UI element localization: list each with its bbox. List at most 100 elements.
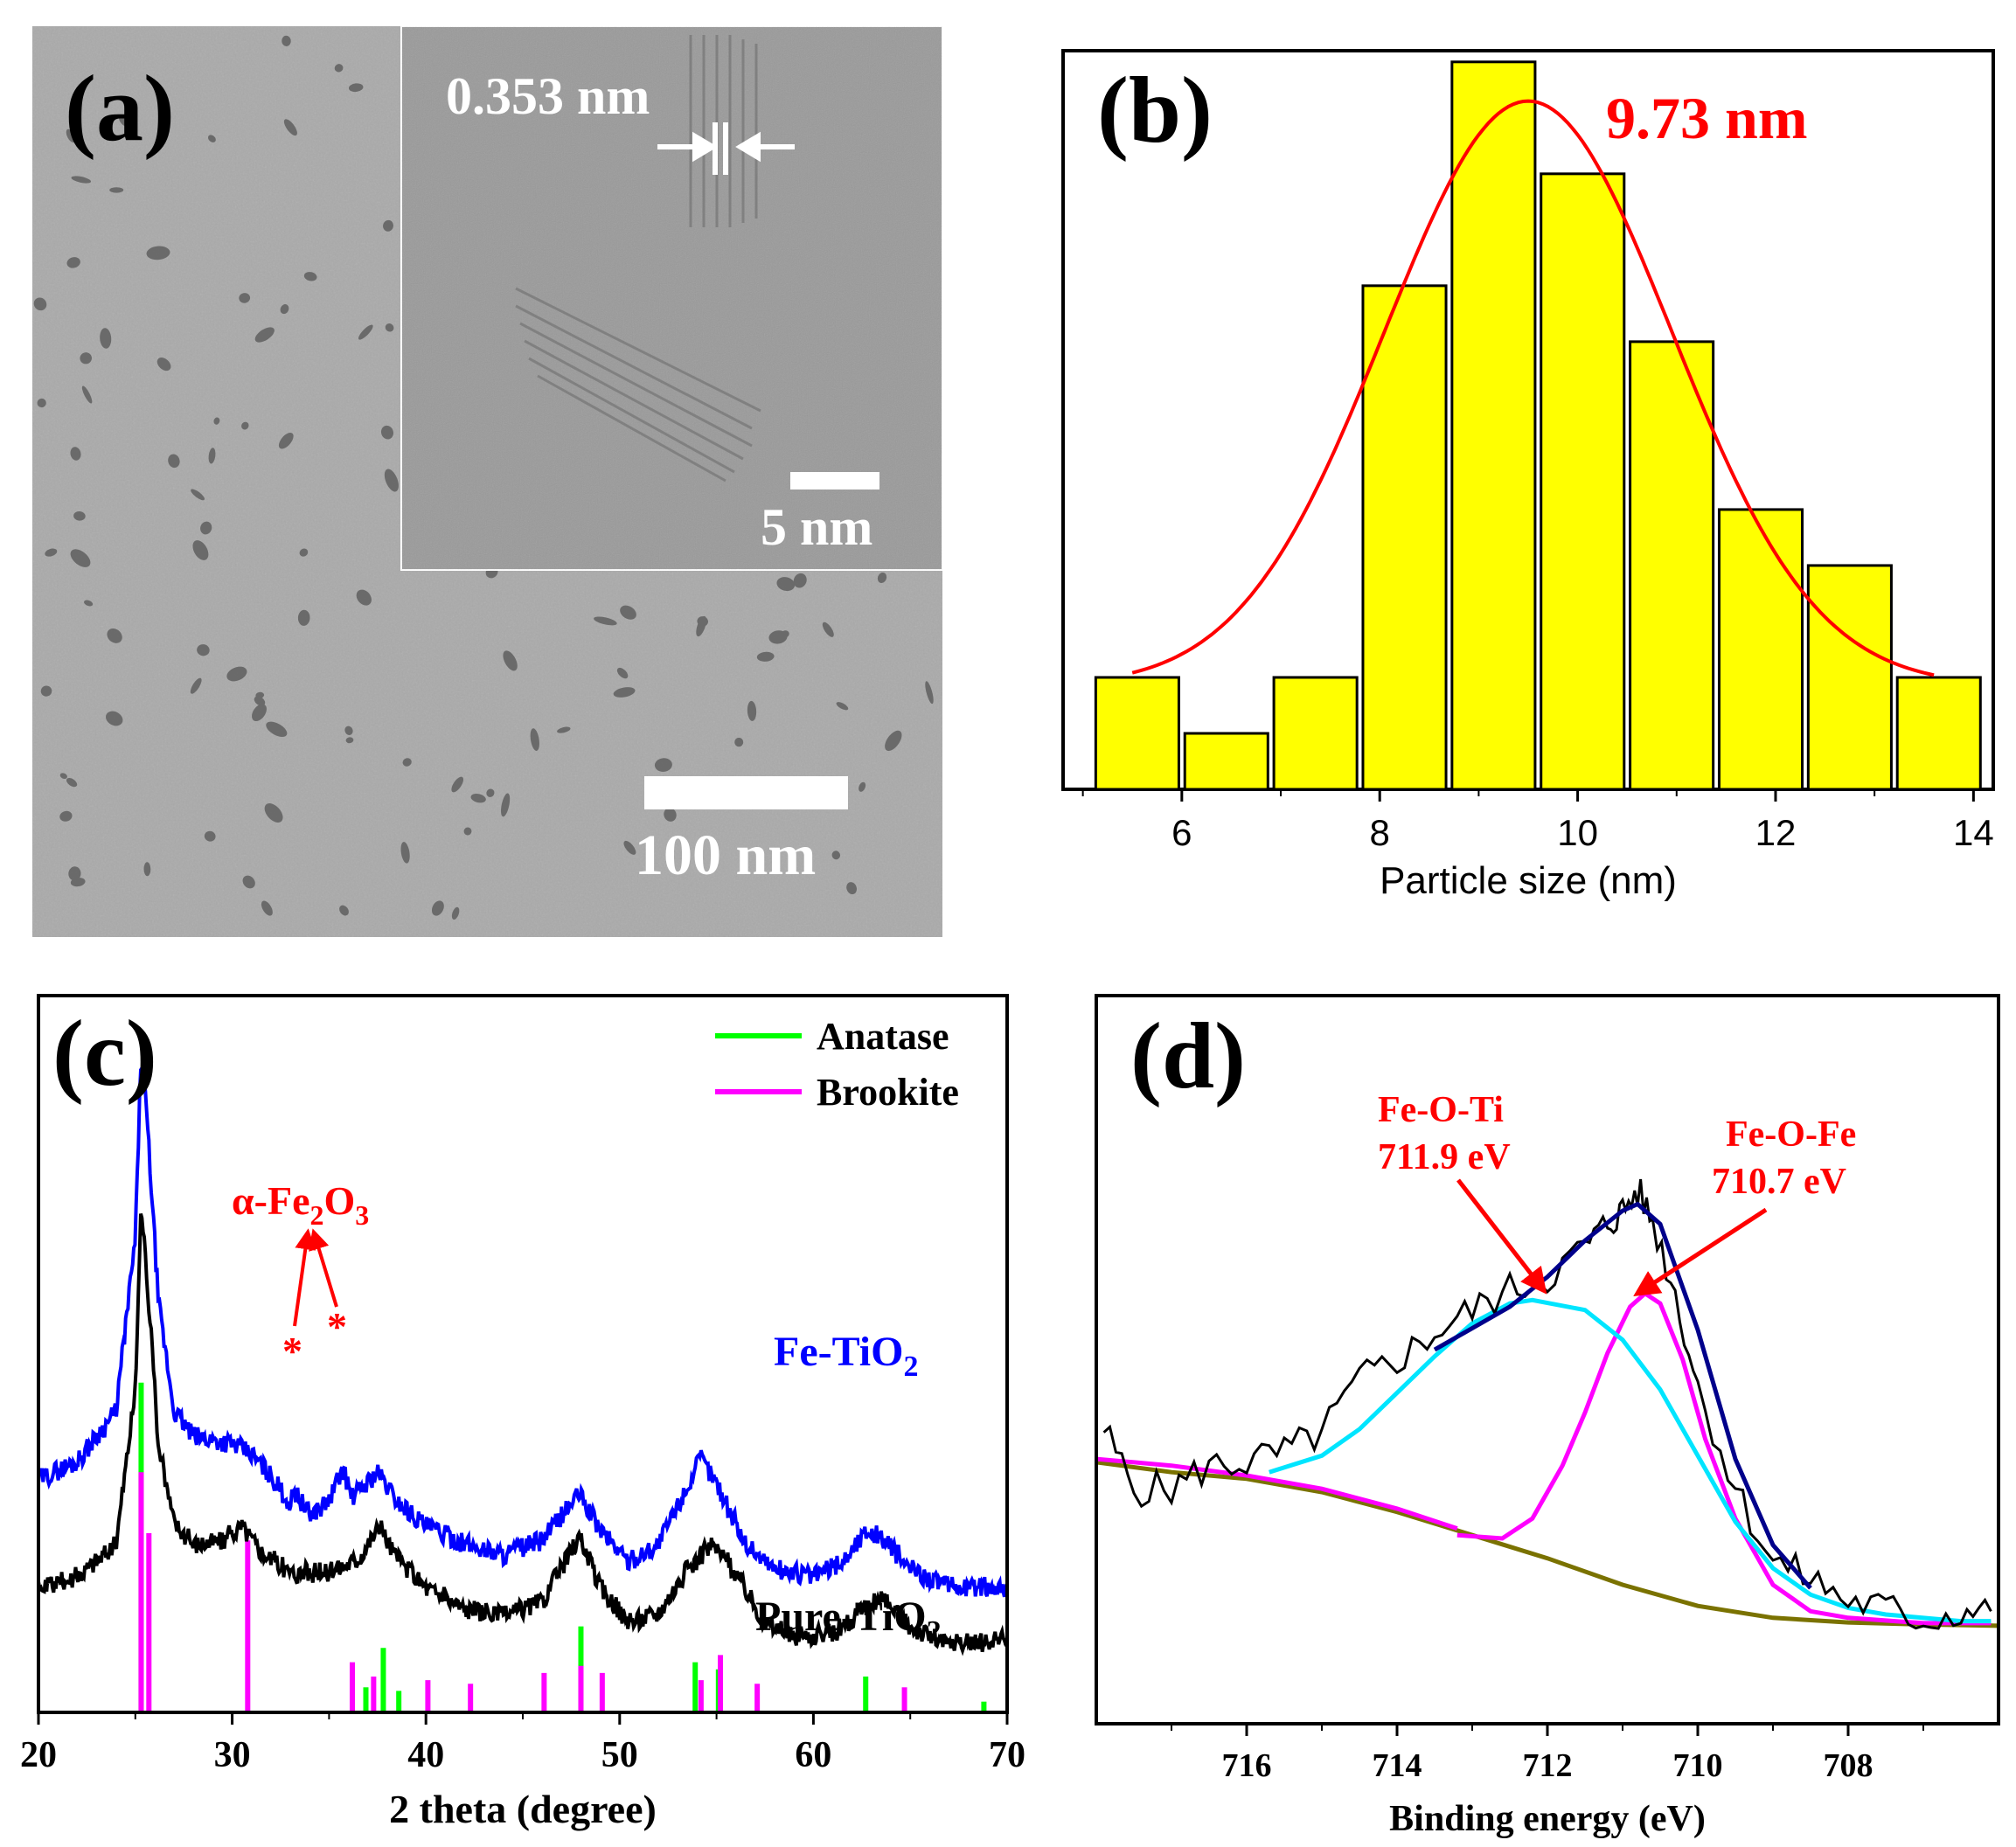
- panel-b-histogram: 6 8 10 12 14 (b) 9.73 nm Particle size (nm): [1061, 49, 1995, 902]
- panel-a-tem-image: (a) 0.353 nm 5 nm 100 nm: [32, 25, 943, 937]
- nanoparticle: [776, 577, 796, 592]
- nanoparticle: [264, 803, 283, 823]
- nanoparticle: [213, 417, 220, 425]
- nanoparticle: [664, 808, 677, 822]
- nanoparticle: [594, 616, 617, 626]
- x-tick-label: 710: [1673, 1747, 1723, 1784]
- gaussian-fit-curve: [1131, 99, 1935, 677]
- x-axis: 716 714 712 710 708: [1171, 1724, 1924, 1784]
- nanoparticle: [71, 176, 92, 184]
- nanoparticle: [846, 882, 857, 895]
- nanoparticle: [885, 730, 902, 751]
- nanoparticle: [557, 726, 571, 733]
- nanoparticle: [66, 128, 76, 143]
- histogram-bar: [1629, 340, 1715, 791]
- nanoparticle: [734, 737, 744, 747]
- pure-tio2-label: Pure-TiO2: [755, 1594, 942, 1648]
- nanoparticle: [68, 866, 81, 881]
- nanoparticle: [107, 628, 122, 643]
- x-axis-label: Binding energy (eV): [1389, 1799, 1706, 1839]
- histogram-bar: [1361, 284, 1448, 791]
- panel-c-xrd: 20 30 40 50 60 70 (c) Anatase Brookite α-Fe2O…: [20, 994, 1025, 1831]
- nanoparticle: [278, 432, 294, 449]
- nanoparticle: [344, 726, 353, 735]
- panel-d-label: (d): [1130, 1004, 1246, 1108]
- nanoparticle: [81, 385, 93, 404]
- nanoparticle: [66, 257, 80, 268]
- nanoparticle: [266, 721, 288, 737]
- legend-label-anatase: Anatase: [817, 1015, 949, 1058]
- nanoparticle: [339, 905, 349, 916]
- histogram-bar: [1717, 508, 1804, 791]
- xps-curve-raw: [1102, 1178, 1992, 1630]
- peak2-energy: 710.7 eV: [1712, 1162, 1846, 1202]
- pure-tio2-label-sub: 2: [927, 1615, 942, 1648]
- fe-tio2-pattern: [38, 1064, 1007, 1598]
- x-axis-label: 2 theta (degree): [389, 1787, 657, 1831]
- nanoparticle: [283, 119, 297, 136]
- nanoparticle: [191, 489, 205, 501]
- main-scale-bar: [644, 776, 848, 809]
- nanoparticle: [822, 621, 834, 637]
- nanoparticle: [620, 605, 636, 620]
- nanoparticle: [241, 421, 249, 430]
- reference-lines: [138, 1382, 987, 1712]
- nanoparticle: [297, 609, 310, 626]
- x-axis-label: Particle size (nm): [1380, 859, 1677, 902]
- nanoparticle: [252, 704, 267, 722]
- impurity-star-2: *: [327, 1304, 347, 1349]
- x-tick-label: 716: [1222, 1747, 1272, 1784]
- nanoparticle: [616, 667, 629, 679]
- nanoparticle: [451, 906, 460, 920]
- histogram-bar: [1540, 172, 1626, 791]
- peak-arrow: [1633, 1207, 1768, 1297]
- nanoparticle: [503, 650, 518, 671]
- x-axis: 6 8 10 12 14: [1081, 789, 1994, 853]
- nanoparticle: [192, 540, 209, 560]
- nanoparticle: [190, 677, 202, 694]
- nanoparticle: [654, 758, 672, 772]
- histogram-bars: [1094, 60, 1982, 791]
- histogram-bar: [1272, 676, 1359, 791]
- nanoparticle: [66, 777, 78, 788]
- nanoparticle: [384, 469, 399, 492]
- nanoparticle: [45, 548, 58, 557]
- nanoparticle: [470, 794, 486, 803]
- nanoparticle: [282, 35, 291, 46]
- xps-curve-background: [1096, 1460, 1999, 1628]
- x-tick-label: 12: [1755, 812, 1797, 853]
- nanoparticle: [40, 685, 52, 697]
- pure-tio2-pattern: [38, 1212, 1007, 1656]
- impurity-label-sub1: 2: [310, 1199, 324, 1231]
- nanoparticle: [623, 840, 636, 855]
- fe-tio2-label-sub: 2: [903, 1351, 918, 1383]
- nanoparticle: [168, 454, 180, 469]
- impurity-star-1: *: [282, 1329, 302, 1373]
- xps-curve-envelope: [1433, 1201, 1812, 1590]
- x-tick-label: 8: [1370, 812, 1390, 853]
- x-tick-label: 20: [20, 1735, 57, 1775]
- nanoparticle: [280, 304, 289, 315]
- histogram-bar: [1895, 676, 1982, 791]
- panel-b-label: (b): [1097, 59, 1213, 163]
- impurity-label: α-Fe2O3: [232, 1178, 369, 1231]
- peak-arrow: [1456, 1178, 1547, 1295]
- nanoparticle: [33, 297, 47, 311]
- x-tick-label: 14: [1953, 812, 1994, 853]
- peak2-name: Fe-O-Fe: [1726, 1114, 1856, 1155]
- x-tick-label: 70: [989, 1735, 1025, 1775]
- fe-tio2-label-main: Fe-TiO: [774, 1329, 903, 1375]
- nanoparticle: [358, 324, 373, 340]
- xps-curve-background-left: [1096, 1456, 1458, 1531]
- x-tick-label: 10: [1557, 812, 1598, 853]
- nanoparticle: [80, 352, 92, 365]
- x-tick-label: 712: [1523, 1747, 1573, 1784]
- nanoparticle: [402, 758, 412, 767]
- nanoparticle: [156, 358, 171, 371]
- nanoparticle: [756, 651, 775, 662]
- histogram-bar: [1806, 564, 1893, 791]
- nanoparticle: [70, 878, 86, 887]
- nanoparticle: [208, 448, 216, 464]
- nanoparticle: [299, 548, 309, 557]
